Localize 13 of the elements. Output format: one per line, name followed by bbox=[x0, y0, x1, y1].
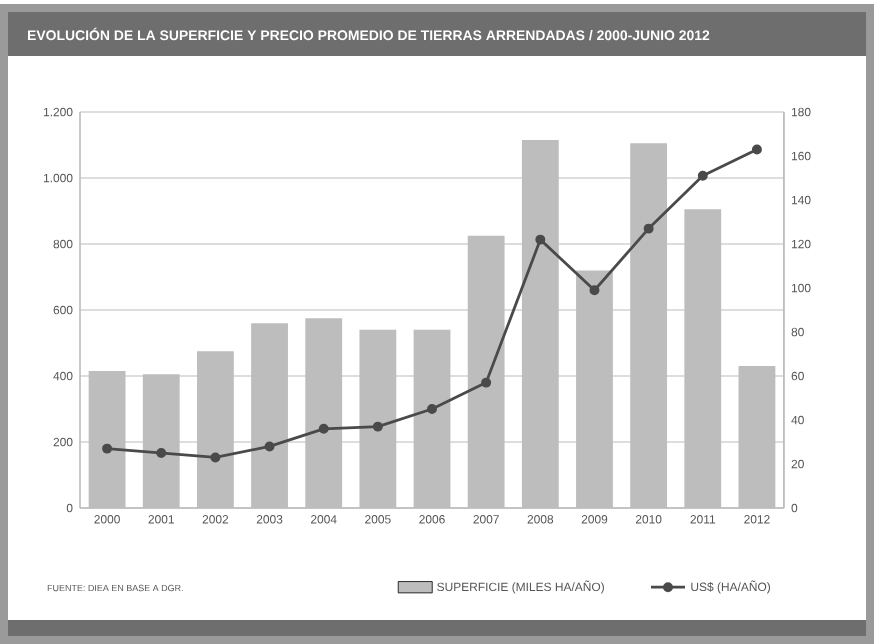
point bbox=[535, 234, 546, 245]
point bbox=[427, 404, 437, 414]
point bbox=[589, 285, 600, 296]
point bbox=[372, 421, 383, 432]
point bbox=[751, 144, 762, 155]
point bbox=[318, 423, 329, 434]
point bbox=[156, 448, 167, 458]
point bbox=[481, 377, 492, 388]
point bbox=[102, 443, 113, 454]
point bbox=[643, 223, 654, 234]
point bbox=[697, 170, 708, 181]
point bbox=[264, 441, 275, 452]
point bbox=[210, 452, 221, 463]
